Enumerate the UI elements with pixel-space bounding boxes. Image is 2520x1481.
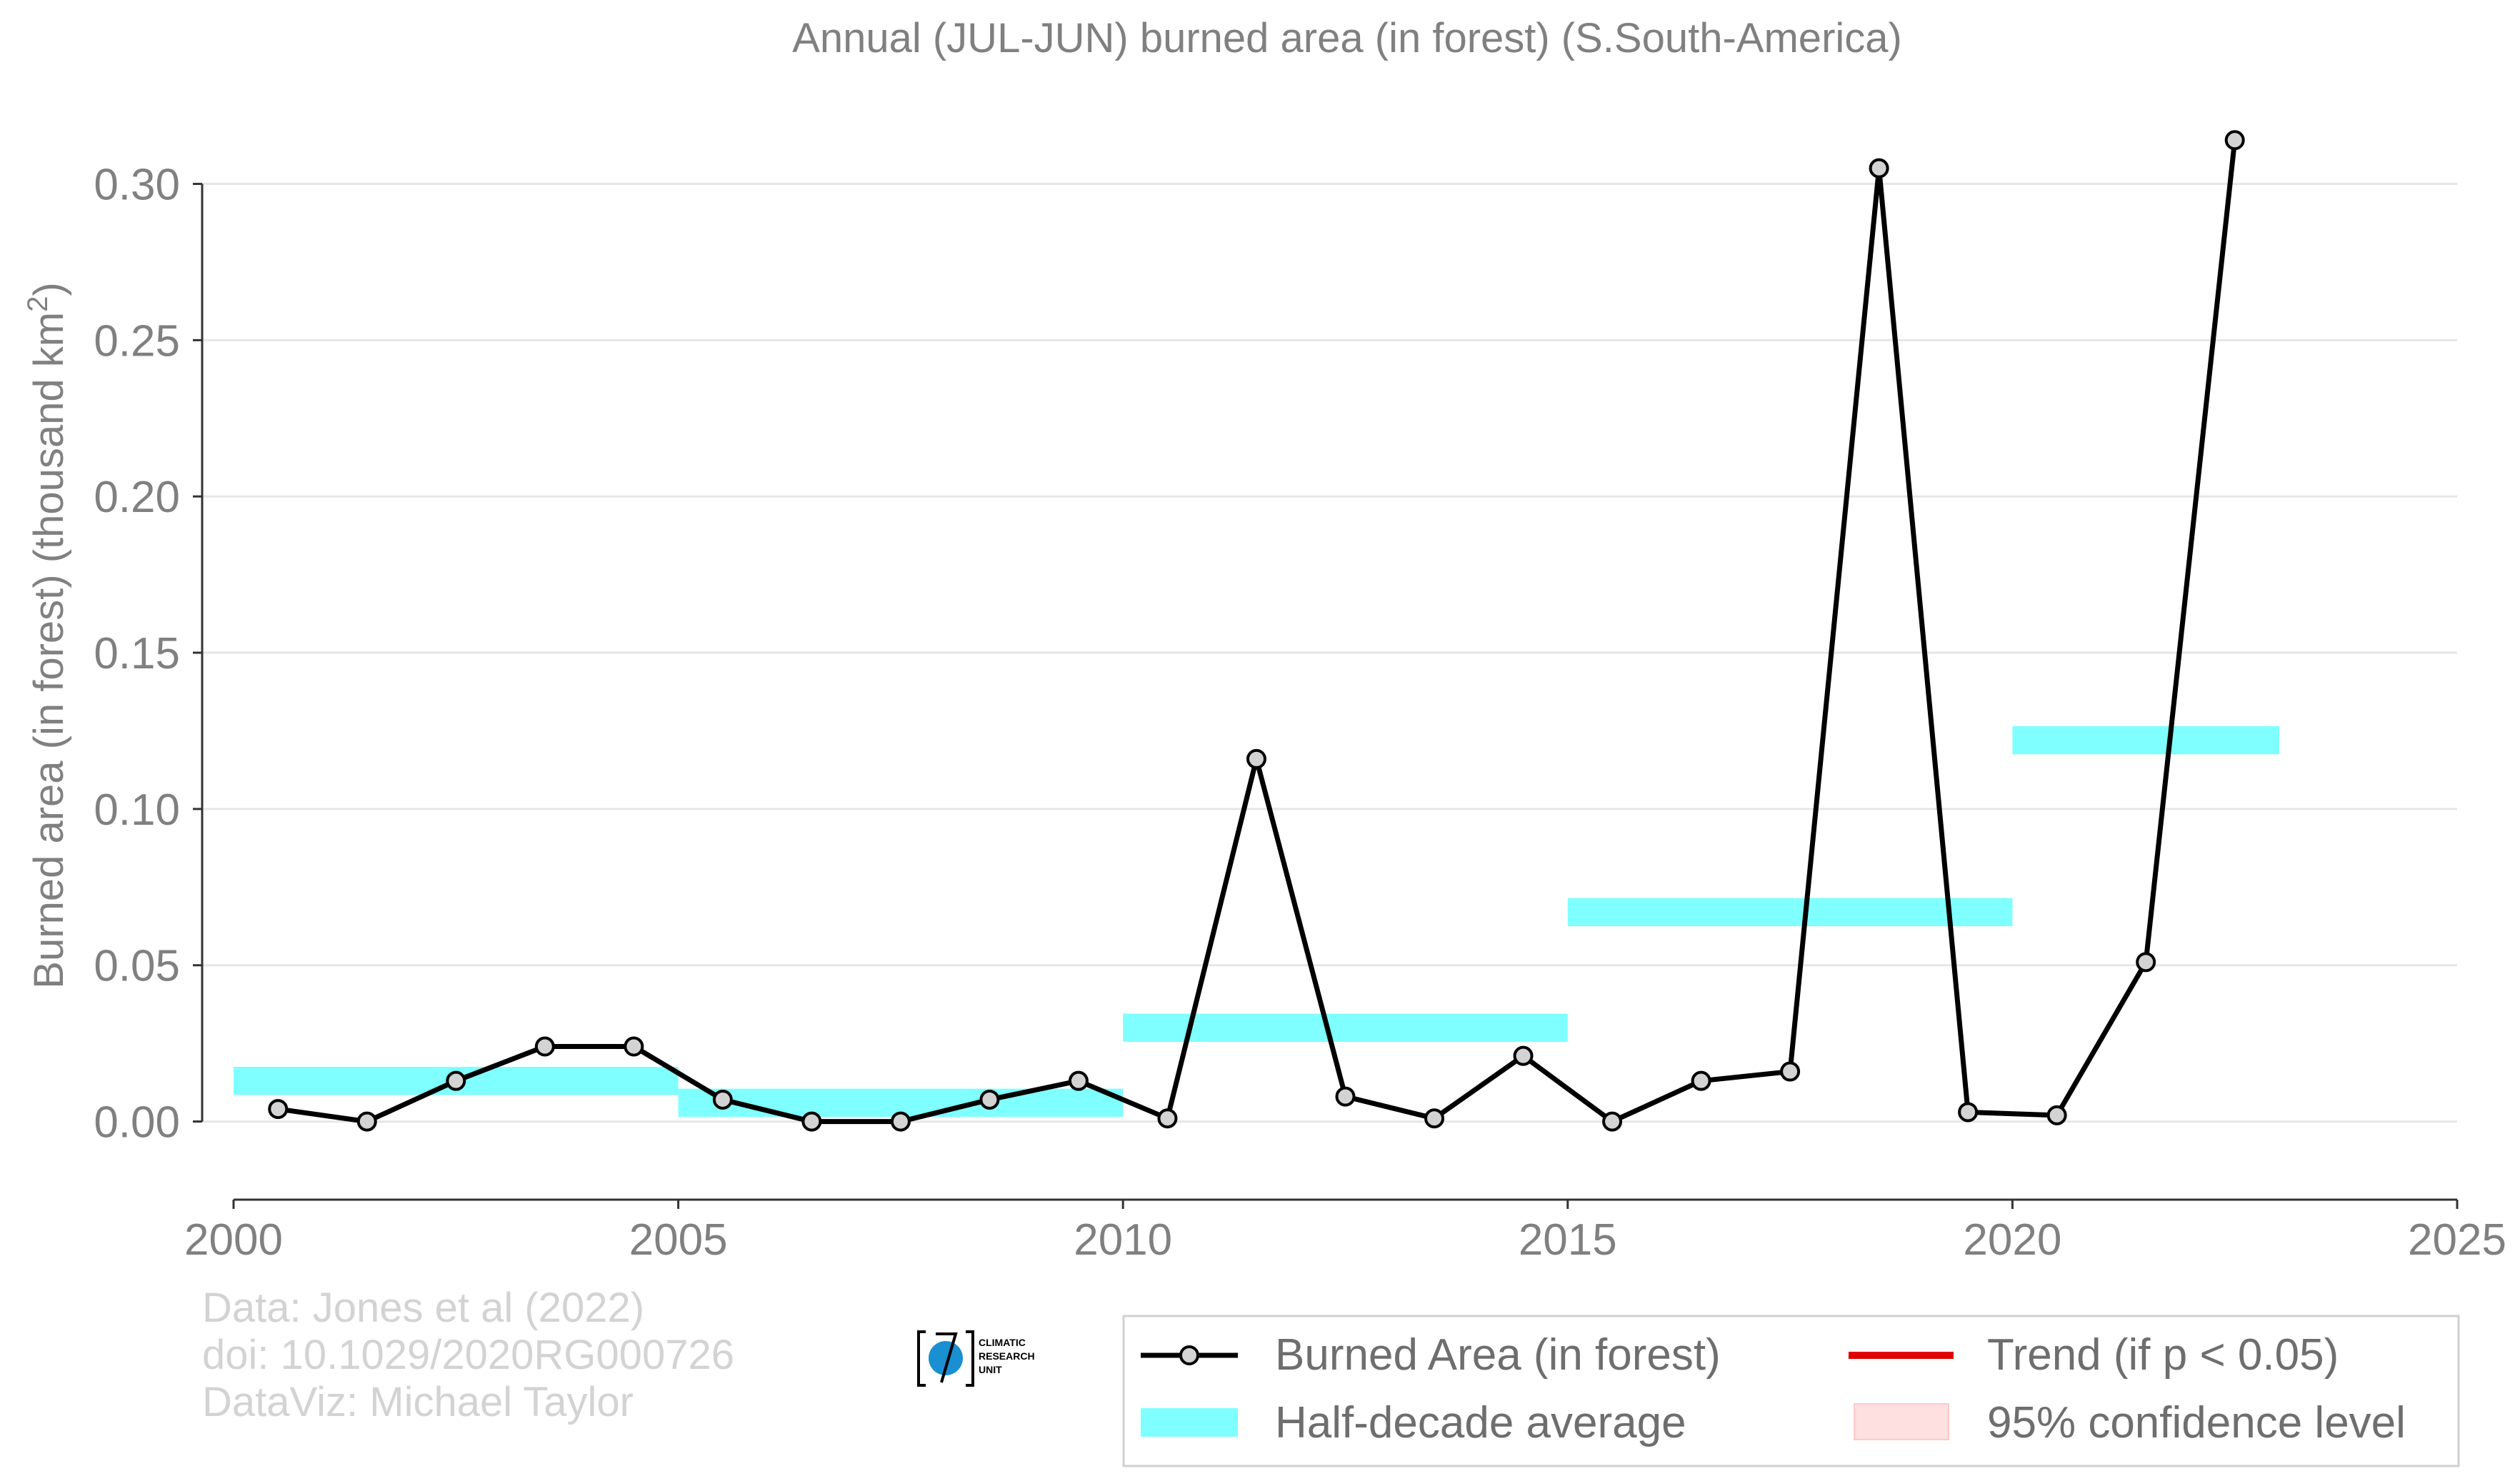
data-point [1958, 1102, 1979, 1123]
data-point [356, 1111, 377, 1132]
legend-swatch-half-decade [1141, 1408, 1238, 1437]
x-tick-labels: 2000 2005 2010 2015 2020 2025 [184, 1215, 2506, 1265]
legend-label-trend: Trend (if p < 0.05) [1987, 1330, 2339, 1380]
globe-icon [929, 1341, 963, 1375]
gridlines [202, 183, 2457, 1123]
data-point [979, 1089, 1000, 1110]
y-tick-label: 0.25 [94, 316, 180, 366]
data-point [624, 1036, 644, 1057]
series-line [277, 139, 2238, 1125]
y-axis-label: Burned area (in forest) (thousand km2) [22, 282, 72, 988]
data-point [1513, 1045, 1534, 1066]
series-burned-area [268, 130, 2245, 1132]
data-point [2136, 952, 2156, 973]
cru-logo: CLIMATIC RESEARCH UNIT [917, 1330, 1035, 1387]
y-tick-labels: 0.00 0.05 0.10 0.15 0.20 0.25 0.30 [94, 161, 180, 1148]
logo-text-research: RESEARCH [979, 1350, 1035, 1362]
x-tick-label: 2000 [184, 1215, 283, 1265]
data-point [1691, 1070, 1711, 1091]
half-decade-bar [1567, 898, 2013, 927]
logo-bracket-icon [917, 1330, 974, 1387]
credit-dataviz: DataViz: Michael Taylor [202, 1379, 634, 1425]
credit-data: Data: Jones et al (2022) [202, 1285, 644, 1331]
half-decade-bar [2012, 726, 2279, 755]
data-point [1335, 1086, 1356, 1107]
data-point [1068, 1070, 1089, 1091]
data-point [890, 1111, 911, 1132]
half-decade-bar [1123, 1013, 1568, 1042]
x-tick-label: 2020 [1963, 1215, 2061, 1265]
legend: Burned Area (in forest) Half-decade aver… [1122, 1315, 2460, 1467]
legend-box [1122, 1315, 2460, 1467]
y-tick-label: 0.00 [94, 1098, 180, 1148]
data-point [1780, 1061, 1801, 1082]
half-decade-bars [234, 726, 2279, 1118]
data-point [446, 1070, 466, 1091]
data-point [2224, 130, 2245, 151]
data-point [712, 1089, 733, 1110]
data-point [534, 1036, 555, 1057]
chart-title: Annual (JUL-JUN) burned area (in forest)… [792, 15, 1902, 61]
data-point [1157, 1108, 1178, 1129]
data-point [2046, 1105, 2067, 1125]
legend-label-confidence: 95% confidence level [1987, 1398, 2406, 1447]
legend-label-half-decade: Half-decade average [1275, 1398, 1686, 1447]
credit-doi: doi: 10.1029/2020RG000726 [202, 1332, 734, 1378]
data-point [1602, 1111, 1623, 1132]
y-tick-label: 0.30 [94, 161, 180, 210]
legend-marker-burned-area [1179, 1345, 1199, 1365]
y-tick-label: 0.20 [94, 473, 180, 522]
data-point [1424, 1108, 1445, 1129]
data-point [268, 1099, 289, 1120]
legend-swatch-confidence [1854, 1403, 1949, 1440]
logo-text-climatic: CLIMATIC [979, 1337, 1026, 1348]
y-tick-label: 0.05 [94, 942, 180, 991]
logo-text-unit: UNIT [979, 1364, 1002, 1375]
x-tick-label: 2010 [1074, 1215, 1172, 1265]
data-point [801, 1111, 822, 1132]
x-tick-label: 2015 [1519, 1215, 1617, 1265]
x-tick-label: 2025 [2408, 1215, 2506, 1265]
legend-label-burned-area: Burned Area (in forest) [1275, 1330, 1721, 1380]
axes [193, 183, 2459, 1209]
x-tick-label: 2005 [629, 1215, 728, 1265]
logo-z-icon [936, 1332, 958, 1383]
data-point [1869, 158, 1889, 179]
data-point [1246, 748, 1266, 769]
credits: Data: Jones et al (2022) doi: 10.1029/20… [202, 1285, 734, 1425]
y-tick-label: 0.10 [94, 785, 180, 835]
y-tick-label: 0.15 [94, 629, 180, 678]
